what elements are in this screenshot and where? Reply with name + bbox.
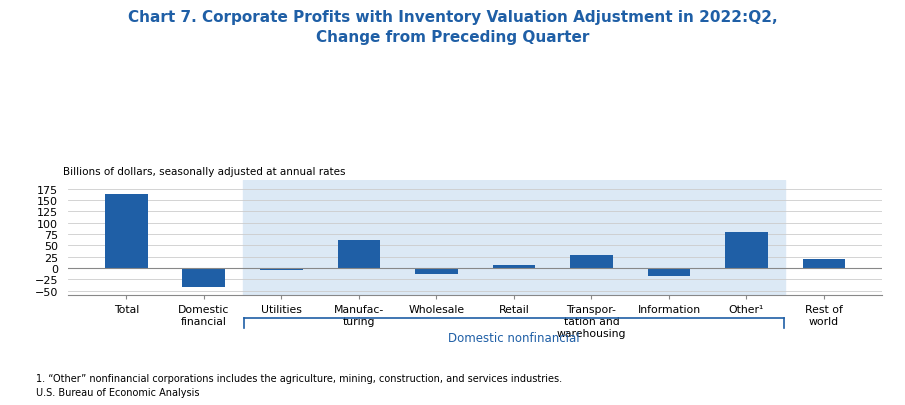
Text: Chart 7. Corporate Profits with Inventory Valuation Adjustment in 2022:Q2,
Chang: Chart 7. Corporate Profits with Inventor… — [128, 10, 777, 45]
Bar — [338, 240, 380, 269]
Bar — [415, 269, 458, 274]
Text: Domestic nonfinancial: Domestic nonfinancial — [448, 331, 580, 344]
Text: 1. “Other” nonfinancial corporations includes the agriculture, mining, construct: 1. “Other” nonfinancial corporations inc… — [36, 373, 562, 383]
Bar — [648, 269, 691, 276]
Bar — [260, 269, 302, 270]
Bar — [725, 233, 767, 269]
Bar — [105, 195, 148, 269]
Text: U.S. Bureau of Economic Analysis: U.S. Bureau of Economic Analysis — [36, 387, 200, 397]
Bar — [183, 269, 225, 288]
Bar — [570, 255, 613, 269]
Bar — [803, 260, 845, 269]
Bar — [492, 265, 535, 269]
Bar — [243, 180, 786, 296]
Text: Billions of dollars, seasonally adjusted at annual rates: Billions of dollars, seasonally adjusted… — [63, 166, 346, 176]
